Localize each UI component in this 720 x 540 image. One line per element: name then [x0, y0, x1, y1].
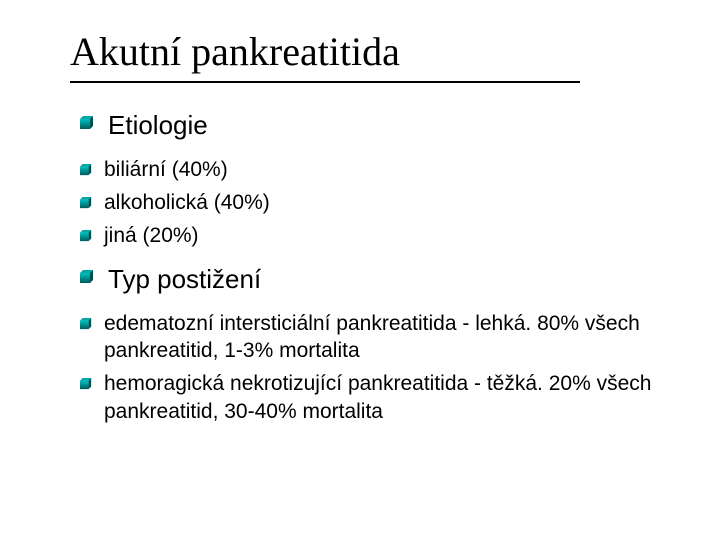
bullet-square-icon — [80, 164, 92, 176]
section-heading: Etiologie — [80, 109, 660, 142]
bullet-square-icon — [80, 230, 92, 242]
bullet-square-icon — [80, 197, 92, 209]
bullet-square-icon — [80, 318, 92, 330]
list-item-text: edematozní intersticiální pankreatitida … — [104, 310, 660, 365]
list-item: jiná (20%) — [80, 222, 660, 249]
bullet-square-icon — [80, 378, 92, 390]
slide-title: Akutní pankreatitida — [70, 28, 660, 75]
list-item: edematozní intersticiální pankreatitida … — [80, 310, 660, 365]
bullet-square-icon — [80, 270, 94, 284]
list-item: hemoragická nekrotizující pankreatitida … — [80, 370, 660, 425]
list-item-text: jiná (20%) — [104, 222, 199, 249]
list-item-text: alkoholická (40%) — [104, 189, 270, 216]
list-item: alkoholická (40%) — [80, 189, 660, 216]
title-underline — [70, 81, 580, 83]
list-item: biliární (40%) — [80, 156, 660, 183]
bullet-square-icon — [80, 116, 94, 130]
slide: Akutní pankreatitida Etiologie — [0, 0, 720, 540]
list-item-text: biliární (40%) — [104, 156, 228, 183]
section-heading-text: Etiologie — [108, 109, 208, 142]
list-item-text: hemoragická nekrotizující pankreatitida … — [104, 370, 660, 425]
section-heading-text: Typ postižení — [108, 263, 261, 296]
section-heading: Typ postižení — [80, 263, 660, 296]
